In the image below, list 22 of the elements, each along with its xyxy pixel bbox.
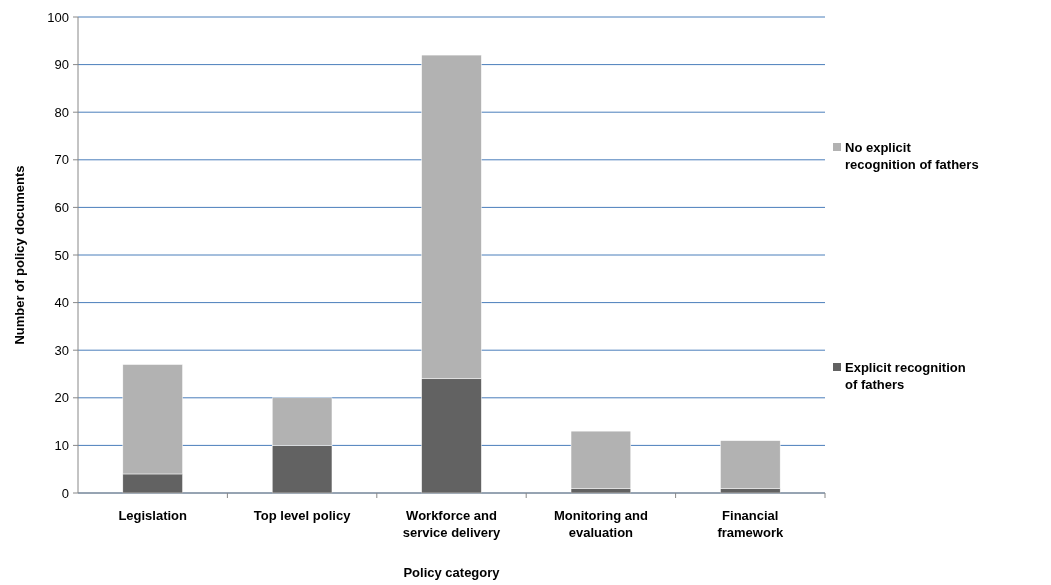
x-tick-label: Legislation [118, 508, 188, 523]
y-tick-label: 10 [54, 437, 69, 453]
x-tick-label: Monitoring and evaluation [553, 508, 648, 540]
y-tick-label: 30 [54, 342, 69, 358]
y-axis-title: Number of policy documents [12, 165, 27, 345]
x-tick-label: Workforce and service delivery [402, 508, 502, 540]
x-tick-label: Financial framework [717, 508, 784, 540]
y-tick-label: 40 [54, 295, 69, 311]
y-tick-label: 90 [54, 57, 69, 73]
y-tick-label: 100 [47, 9, 69, 25]
x-tick-label: Top level policy [253, 508, 352, 523]
legend-label: Explicit recognition of fathers [845, 360, 966, 392]
y-tick-label: 20 [54, 390, 69, 406]
y-tick-label: 60 [54, 199, 69, 215]
legend-label: No explicit recognition of fathers [845, 140, 979, 172]
y-tick-label: 80 [54, 104, 69, 120]
y-tick-label: 50 [54, 247, 69, 263]
y-tick-label: 70 [54, 152, 69, 168]
x-axis-title: Policy category [403, 565, 501, 580]
bar [570, 430, 632, 489]
bar [720, 440, 781, 489]
y-tick-label: 0 [61, 485, 69, 501]
